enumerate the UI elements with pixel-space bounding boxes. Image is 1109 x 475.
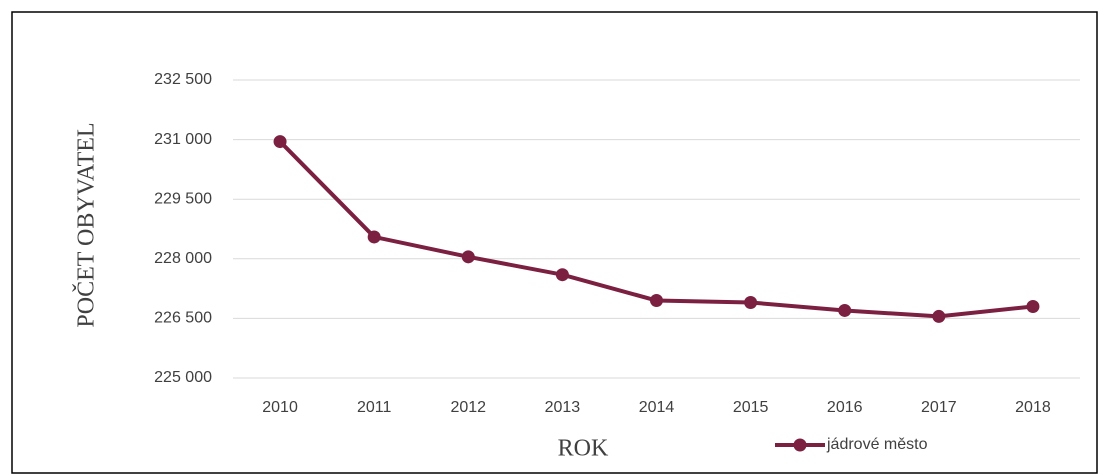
legend-label: jádrové město	[826, 436, 928, 453]
data-point	[650, 294, 663, 308]
y-tick-label: 229 500	[154, 190, 212, 207]
data-point	[1026, 299, 1040, 313]
x-tick-label: 2011	[357, 399, 392, 416]
chart-border	[11, 11, 1098, 474]
data-point	[273, 135, 287, 149]
series-line	[278, 140, 1034, 319]
data-point	[838, 303, 852, 317]
x-tick-label: 2010	[262, 399, 298, 416]
data-point	[367, 230, 381, 244]
x-tick-label: 2012	[450, 399, 486, 416]
data-point	[555, 268, 569, 282]
x-axis-label: ROK	[558, 436, 609, 462]
legend-marker	[793, 438, 807, 452]
x-tick-label: 2016	[827, 399, 863, 416]
data-point	[744, 296, 758, 310]
y-tick-label: 226 500	[154, 310, 212, 327]
data-point	[461, 250, 475, 264]
y-tick-label: 228 000	[154, 250, 212, 267]
x-tick-label: 2015	[733, 399, 769, 416]
data-point	[932, 309, 946, 323]
y-axis-label: POČET OBYVATEL	[73, 122, 100, 327]
y-tick-label: 232 500	[154, 71, 212, 88]
x-tick-label: 2018	[1015, 399, 1051, 416]
x-tick-label: 2014	[639, 399, 675, 416]
x-tick-label: 2013	[545, 399, 581, 416]
y-tick-label: 225 000	[154, 369, 212, 386]
x-tick-label: 2017	[921, 399, 957, 416]
y-tick-label: 231 000	[154, 131, 212, 148]
